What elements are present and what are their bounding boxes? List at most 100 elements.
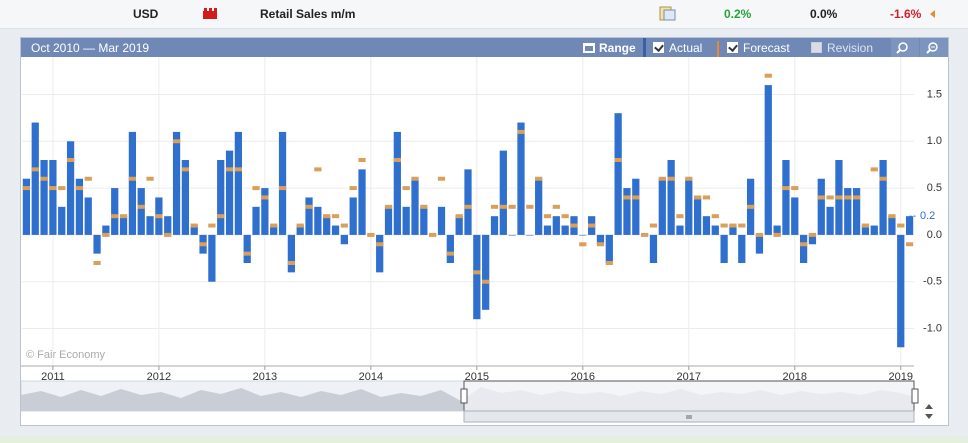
range-button[interactable]: Range [581,38,646,57]
checkbox[interactable] [653,42,664,53]
y-tick-label: 0.0 [927,229,942,241]
forecast-marker [314,167,322,172]
actual-bar [649,234,658,263]
forecast-marker [482,279,490,284]
actual-bar [217,160,225,235]
forecast-marker [323,214,331,219]
forecast-marker [199,242,207,247]
forecast-marker [526,204,534,209]
forecast-marker [632,195,640,200]
forecast-marker [676,214,684,219]
forecast-marker [552,204,560,209]
forecast: 0.0% [810,7,838,21]
actual-bar [799,234,808,263]
actual-bar [826,206,834,235]
forecast-marker [596,242,605,247]
actual-bar [667,160,675,235]
forecast-marker [685,176,693,181]
actual-bar [31,122,39,235]
forecast-marker [579,242,587,247]
actual-bar [296,225,304,235]
forecast-marker [720,223,728,228]
actual-bar [331,225,340,235]
toggle-label: Forecast [743,41,790,55]
impact-icon [203,8,217,19]
forecast-marker [31,167,39,172]
forecast-toggle[interactable]: Forecast [727,41,811,57]
forecast-marker [420,204,428,209]
forecast-marker [729,223,737,228]
actual-bar [579,234,587,236]
checkbox[interactable] [727,42,738,53]
actual-bar [49,160,57,235]
actual-bar [552,216,560,235]
forecast-marker [155,214,163,219]
forecast-marker [287,261,295,265]
actual-bar [499,150,507,235]
revision-toggle[interactable]: Revision [811,41,891,57]
forecast-marker [429,232,437,237]
forecast-marker [694,195,702,200]
actual-bar [278,131,287,235]
actual-bar [402,206,410,235]
forecast-marker [782,186,790,191]
actual-bar [870,225,878,235]
forecast-marker [711,214,719,219]
actual-toggle[interactable]: Actual [653,41,719,57]
detail-icon[interactable] [659,6,676,21]
forecast-marker [225,167,234,172]
actual-bar [808,234,817,245]
actual-bar [234,131,242,235]
actual-bar [508,234,516,236]
toggle-label: Revision [827,41,874,55]
actual-bar [844,188,852,235]
forecast-marker [66,158,75,162]
watermark: © Fair Economy [26,349,106,361]
event-title[interactable]: Retail Sales m/m [260,7,356,21]
actual-bar [420,206,428,235]
actual-bar [252,206,260,235]
actual-bar [411,178,419,235]
actual-bar [526,234,534,236]
forecast-marker [667,176,675,181]
forecast-marker [190,223,198,228]
forecast-marker [817,195,825,200]
actual-bar [75,178,84,235]
actual-bar [208,234,216,282]
forecast-marker [181,167,190,172]
actual-bar [243,234,251,263]
chart-toolbar: Oct 2010 — Mar 2019 Range Actual Forecas… [21,38,948,57]
actual-bar [738,234,746,263]
actual-bar [605,234,613,263]
forecast-marker [773,232,781,237]
forecast-marker [570,223,578,228]
actual-bar [340,234,348,245]
chart: © Fair Economy 1.5 1.0 0.5 0.0 -0.5 -1.0 2011 2… [21,57,942,423]
checkbox[interactable] [811,42,822,53]
actual-bar [861,225,870,235]
forecast-marker [243,251,251,256]
actual-bar [137,188,145,235]
forecast-marker [331,214,340,219]
actual-bar [755,234,764,254]
x-tick-label: 2012 [147,371,171,383]
forecast-marker [455,214,463,219]
forecast-marker [164,232,172,237]
forecast-marker [437,176,446,181]
forecast-marker [75,186,84,191]
forecast-marker [861,223,870,228]
forecast-marker [623,195,631,200]
actual-bar [270,225,278,235]
actual-bar [464,169,472,235]
x-tick-label: 2015 [465,371,489,383]
forecast-marker [172,139,181,144]
x-tick-label: 2017 [677,371,701,383]
x-tick-label: 2013 [253,371,277,383]
x-tick-label: 2016 [571,371,595,383]
actual-bar [702,216,711,235]
actual-bar [561,225,569,235]
zoom-buttons[interactable] [891,38,948,57]
actual-bar [323,216,331,235]
y-tick-label: 1.5 [927,88,942,100]
range-text: Range [599,41,636,55]
